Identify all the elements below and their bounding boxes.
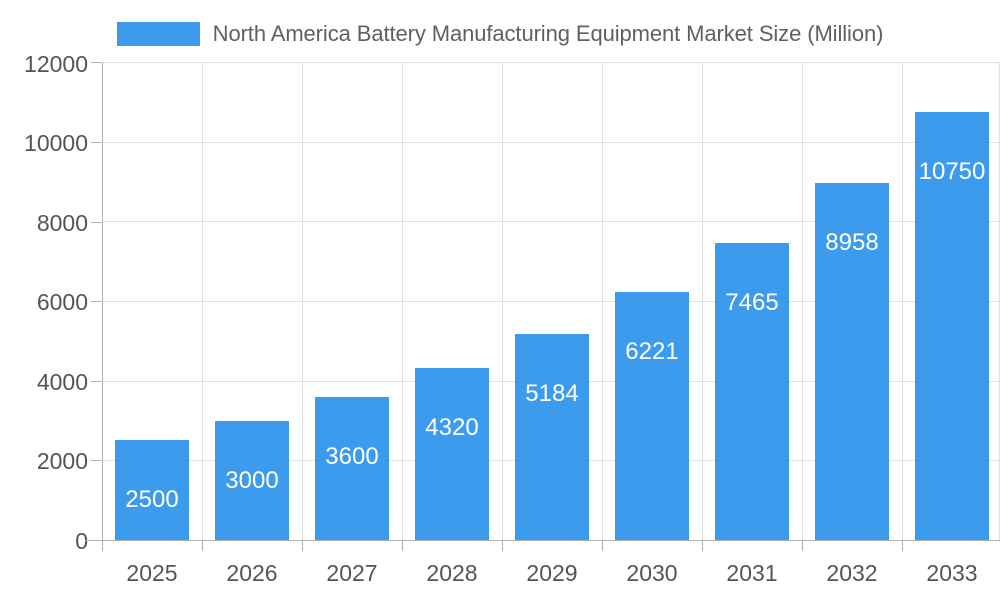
bar-2026[interactable] <box>215 420 289 540</box>
bar-2029[interactable] <box>515 333 589 540</box>
x-tick-label-2027: 2027 <box>326 560 378 586</box>
x-tick-mark <box>402 540 403 551</box>
y-tick-mark <box>91 381 102 382</box>
y-tick-mark <box>91 62 102 63</box>
legend-item-series-1[interactable]: North America Battery Manufacturing Equi… <box>116 21 884 47</box>
x-axis-line <box>85 540 1000 541</box>
y-tick-mark <box>91 460 102 461</box>
y-tick-label-2000: 2000 <box>36 448 88 474</box>
bar-2025[interactable] <box>115 440 189 540</box>
gridline-vertical <box>702 62 703 540</box>
legend-item-label: North America Battery Manufacturing Equi… <box>212 21 884 46</box>
x-tick-label-2029: 2029 <box>526 560 578 586</box>
bar-2033[interactable] <box>915 111 989 540</box>
bar-value-label-2027: 3600 <box>325 442 379 470</box>
y-tick-label-10000: 10000 <box>24 130 88 156</box>
x-tick-label-2031: 2031 <box>726 560 778 586</box>
y-tick-label-8000: 8000 <box>36 210 88 236</box>
gridline-vertical <box>902 62 903 540</box>
y-tick-label-12000: 12000 <box>24 51 88 77</box>
gridline-horizontal <box>102 221 1000 222</box>
chart-legend: North America Battery Manufacturing Equi… <box>0 14 1000 54</box>
x-tick-mark <box>702 540 703 551</box>
x-tick-mark <box>602 540 603 551</box>
bar-value-label-2026: 3000 <box>225 466 279 494</box>
x-tick-mark <box>802 540 803 551</box>
bar-value-label-2033: 10750 <box>918 157 986 185</box>
gridline-vertical <box>602 62 603 540</box>
x-tick-mark <box>502 540 503 551</box>
bar-value-label-2028: 4320 <box>425 413 479 441</box>
y-tick-label-4000: 4000 <box>36 369 88 395</box>
x-tick-label-2025: 2025 <box>126 560 178 586</box>
y-axis-labels: 0 2000 4000 6000 8000 10000 12000 <box>0 0 88 600</box>
y-tick-label-0: 0 <box>75 528 88 554</box>
bar-2032[interactable] <box>815 183 889 540</box>
bar-2027[interactable] <box>315 396 389 540</box>
x-tick-label-2032: 2032 <box>826 560 878 586</box>
gridline-horizontal <box>102 142 1000 143</box>
bar-value-label-2032: 8958 <box>825 229 879 257</box>
y-tick-mark <box>91 222 102 223</box>
x-tick-mark <box>902 540 903 551</box>
bar-2030[interactable] <box>615 292 689 540</box>
y-tick-label-6000: 6000 <box>36 289 88 315</box>
bar-value-label-2029: 5184 <box>525 379 579 407</box>
bar-2031[interactable] <box>715 242 789 540</box>
gridline-vertical <box>202 62 203 540</box>
bar-value-label-2031: 7465 <box>725 288 779 316</box>
x-tick-label-2028: 2028 <box>426 560 478 586</box>
x-tick-mark <box>302 540 303 551</box>
x-tick-label-2026: 2026 <box>226 560 278 586</box>
gridline-vertical <box>802 62 803 540</box>
x-tick-mark <box>102 540 103 551</box>
bar-value-label-2025: 2500 <box>125 486 179 514</box>
y-tick-mark <box>91 142 102 143</box>
legend-color-swatch-icon <box>116 22 200 46</box>
gridline-horizontal <box>102 62 1000 63</box>
bar-value-label-2030: 6221 <box>625 338 679 366</box>
gridline-vertical <box>402 62 403 540</box>
gridline-vertical <box>502 62 503 540</box>
x-tick-label-2030: 2030 <box>626 560 678 586</box>
gridline-vertical <box>302 62 303 540</box>
bar-2028[interactable] <box>415 367 489 540</box>
x-tick-label-2033: 2033 <box>926 560 978 586</box>
x-tick-mark <box>202 540 203 551</box>
y-tick-mark <box>91 301 102 302</box>
plot-area: 2500 3000 3600 4320 5184 6221 7465 8958 10750 <box>102 62 1000 540</box>
gridline-horizontal <box>102 301 1000 302</box>
